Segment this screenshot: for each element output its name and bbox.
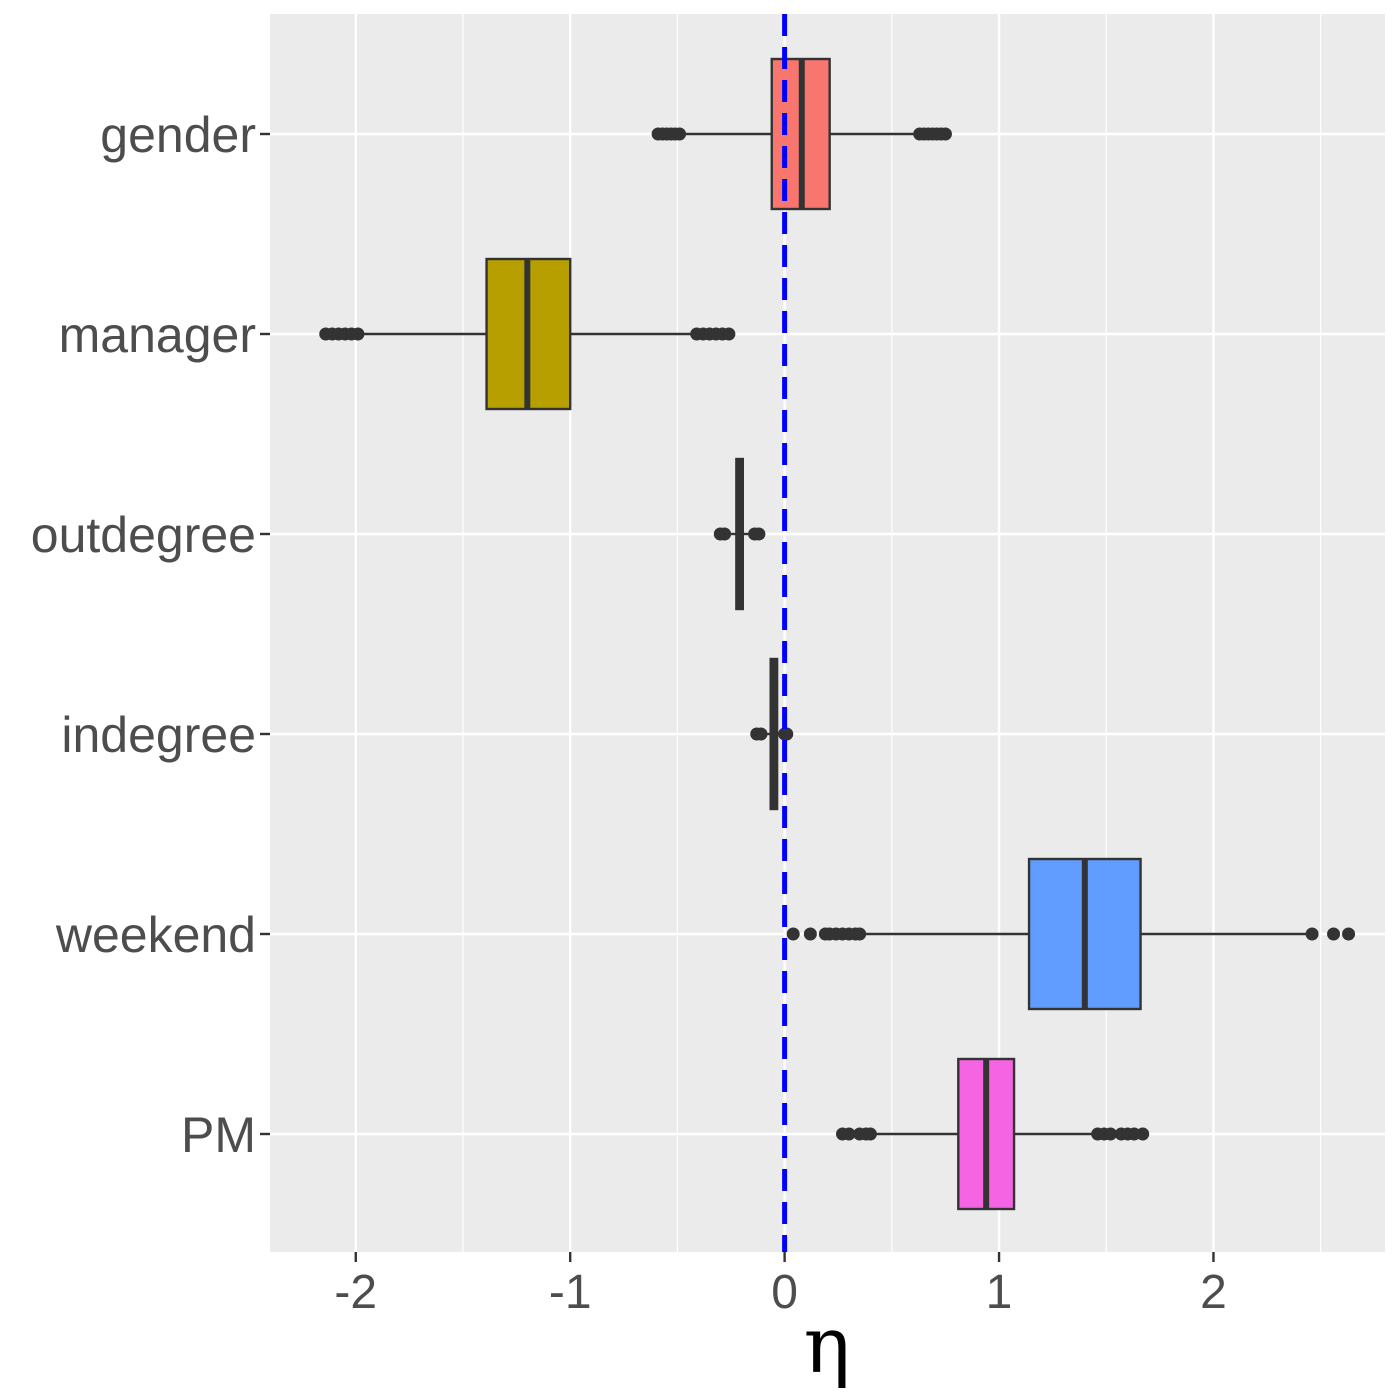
box-manager bbox=[319, 257, 736, 411]
y-tick-label-indegree: indegree bbox=[61, 707, 256, 763]
outlier-point bbox=[718, 527, 732, 541]
box-pm bbox=[836, 1057, 1150, 1211]
box-gender bbox=[651, 57, 952, 211]
y-tick-label-weekend: weekend bbox=[55, 907, 256, 963]
y-tick-label-pm: PM bbox=[181, 1107, 256, 1163]
outlier-point bbox=[863, 1127, 877, 1141]
x-tick-label: 2 bbox=[1200, 1266, 1227, 1319]
x-tick-label: 0 bbox=[771, 1266, 798, 1319]
outlier-point bbox=[786, 927, 800, 941]
outlier-point bbox=[780, 727, 794, 741]
x-axis-title: η bbox=[804, 1301, 851, 1391]
outlier-point bbox=[803, 927, 817, 941]
box-weekend bbox=[786, 857, 1356, 1011]
x-tick-label: -2 bbox=[334, 1266, 377, 1319]
outlier-point bbox=[1305, 927, 1319, 941]
outlier-point bbox=[722, 327, 736, 341]
outlier-point bbox=[853, 927, 867, 941]
outlier-point bbox=[1342, 927, 1356, 941]
outlier-point bbox=[842, 1127, 856, 1141]
y-tick-label-manager: manager bbox=[59, 307, 256, 363]
outlier-point bbox=[351, 327, 365, 341]
outlier-point bbox=[1327, 927, 1341, 941]
outlier-point bbox=[754, 727, 768, 741]
outlier-point bbox=[1136, 1127, 1150, 1141]
boxes bbox=[319, 57, 1356, 1211]
outlier-point bbox=[752, 527, 766, 541]
x-tick-label: -1 bbox=[549, 1266, 592, 1319]
outlier-point bbox=[673, 127, 687, 141]
outlier-point bbox=[938, 127, 952, 141]
minor-gridlines bbox=[462, 14, 1322, 1252]
y-tick-label-outdegree: outdegree bbox=[31, 507, 256, 563]
outlier-point bbox=[1104, 1127, 1118, 1141]
x-tick-label: 1 bbox=[986, 1266, 1013, 1319]
x-axis: -2 -1 0 1 2 bbox=[334, 1252, 1227, 1319]
plot-panel bbox=[270, 14, 1385, 1252]
box-outdegree bbox=[713, 457, 766, 611]
box-indegree bbox=[750, 657, 794, 811]
y-tick-label-gender: gender bbox=[100, 107, 256, 163]
y-axis: gender manager outdegree indegree weekend PM bbox=[31, 107, 270, 1163]
